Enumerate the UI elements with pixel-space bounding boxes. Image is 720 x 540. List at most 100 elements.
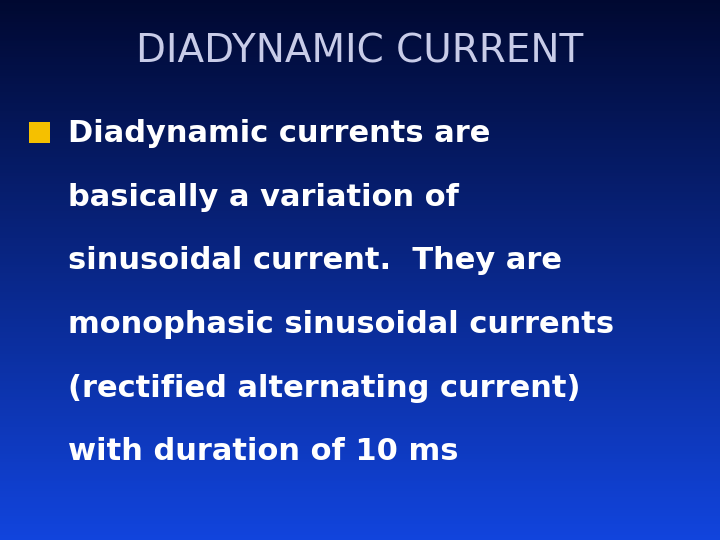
Bar	[0, 529, 720, 532]
Bar	[0, 281, 720, 284]
Bar	[0, 348, 720, 351]
Bar	[0, 505, 720, 508]
Bar	[0, 481, 720, 483]
Bar	[0, 392, 720, 394]
Bar	[0, 227, 720, 229]
Bar	[0, 92, 720, 94]
Bar	[0, 459, 720, 462]
Bar	[0, 138, 720, 140]
Bar	[0, 40, 720, 43]
Bar	[0, 467, 720, 470]
Bar	[0, 513, 720, 516]
Bar	[0, 418, 720, 421]
Bar	[0, 224, 720, 227]
Bar	[0, 89, 720, 92]
Bar	[0, 8, 720, 11]
Bar	[0, 205, 720, 208]
Bar	[0, 181, 720, 184]
Text: sinusoidal current.  They are: sinusoidal current. They are	[68, 246, 562, 275]
Bar	[0, 378, 720, 381]
Bar	[0, 113, 720, 116]
Bar	[0, 19, 720, 22]
Bar	[0, 275, 720, 278]
Bar	[0, 354, 720, 356]
Bar	[0, 59, 720, 62]
Bar	[0, 81, 720, 84]
Bar	[0, 124, 720, 127]
Bar	[0, 429, 720, 432]
Bar	[0, 105, 720, 108]
Bar	[0, 462, 720, 464]
Bar	[0, 370, 720, 373]
Bar	[0, 284, 720, 286]
Bar	[0, 84, 720, 86]
Bar	[0, 373, 720, 375]
Bar	[0, 213, 720, 216]
Bar	[0, 302, 720, 305]
Text: (rectified alternating current): (rectified alternating current)	[68, 374, 581, 403]
Bar	[0, 356, 720, 359]
Bar	[0, 157, 720, 159]
Bar	[0, 319, 720, 321]
Bar	[0, 178, 720, 181]
Text: monophasic sinusoidal currents: monophasic sinusoidal currents	[68, 310, 615, 339]
Bar	[0, 456, 720, 459]
Bar	[0, 27, 720, 30]
Bar	[0, 327, 720, 329]
Bar	[0, 346, 720, 348]
Bar	[0, 265, 720, 267]
Bar	[0, 165, 720, 167]
Bar	[0, 526, 720, 529]
Text: with duration of 10 ms: with duration of 10 ms	[68, 437, 459, 467]
Bar	[0, 470, 720, 472]
Bar	[0, 394, 720, 397]
Bar	[0, 173, 720, 176]
Bar	[0, 65, 720, 68]
Bar	[0, 443, 720, 445]
Bar	[0, 497, 720, 500]
Bar	[0, 413, 720, 416]
Text: basically a variation of: basically a variation of	[68, 183, 459, 212]
Bar	[0, 405, 720, 408]
Bar	[0, 262, 720, 265]
Bar	[0, 343, 720, 346]
Bar	[0, 86, 720, 89]
Text: DIADYNAMIC CURRENT: DIADYNAMIC CURRENT	[136, 32, 584, 70]
Bar	[0, 489, 720, 491]
Bar	[0, 159, 720, 162]
Bar	[0, 189, 720, 192]
Bar	[0, 397, 720, 400]
Bar	[0, 446, 720, 448]
Bar	[0, 537, 720, 540]
Bar	[0, 256, 720, 259]
Bar	[0, 386, 720, 389]
Bar	[0, 464, 720, 467]
Bar	[0, 521, 720, 524]
Bar	[0, 151, 720, 154]
Bar	[0, 362, 720, 364]
Bar	[0, 46, 720, 49]
Bar	[0, 57, 720, 59]
Bar	[0, 305, 720, 308]
Bar	[0, 146, 720, 148]
Bar	[0, 211, 720, 213]
Bar	[0, 97, 720, 100]
Bar	[0, 518, 720, 521]
Bar	[0, 94, 720, 97]
Bar	[0, 230, 720, 232]
Bar	[0, 127, 720, 130]
Bar	[0, 219, 720, 221]
Bar	[0, 278, 720, 281]
Bar	[0, 321, 720, 324]
Bar	[0, 130, 720, 132]
Bar	[0, 491, 720, 494]
Bar	[0, 310, 720, 313]
Bar	[0, 424, 720, 427]
Bar	[0, 24, 720, 27]
Bar	[0, 54, 720, 57]
Bar	[0, 500, 720, 502]
Bar	[0, 335, 720, 338]
Bar	[0, 416, 720, 418]
Bar	[0, 78, 720, 81]
Bar	[0, 238, 720, 240]
